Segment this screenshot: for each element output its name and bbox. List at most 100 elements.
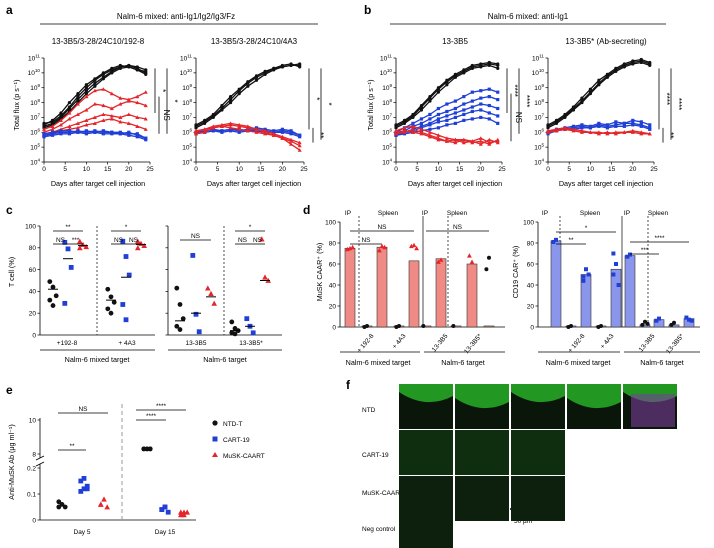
b-left-black-point	[411, 115, 415, 120]
b-left-blue-point	[470, 99, 474, 103]
b-left-blue-point	[436, 120, 440, 124]
b-right-black-point	[639, 57, 643, 62]
d-right-point	[684, 315, 689, 320]
b-left-blue-point	[428, 112, 432, 117]
a-right-blue-point	[298, 133, 302, 137]
d-right-point	[611, 251, 616, 256]
panel-e-blue-point	[81, 486, 87, 492]
a-left-blue-point	[42, 135, 46, 139]
b-right-black-point	[648, 60, 652, 65]
c-left-black-point	[50, 303, 56, 308]
b-left-black-point	[428, 99, 432, 103]
a-right-ytick-label: 107	[182, 113, 192, 122]
a-left-black-point	[84, 89, 88, 93]
b-right-blue-point	[614, 120, 618, 124]
d-right-ytick-label: 20	[527, 303, 535, 310]
b-right-black-point	[605, 75, 609, 79]
b-right-red-point	[639, 131, 644, 136]
d-left-point	[484, 267, 489, 272]
b-right-red-point	[596, 131, 601, 136]
a-left-black-point	[118, 63, 122, 68]
b-left-black-point	[479, 65, 483, 69]
a-right-red-point	[280, 136, 285, 140]
b-right-xtick-label: 20	[629, 166, 637, 173]
c-right-red-point	[208, 290, 214, 296]
a-left-red-point	[101, 118, 106, 122]
b-left-sig-label: NS	[514, 112, 523, 123]
b-left-red-point	[461, 140, 466, 145]
d-left-bar	[483, 325, 495, 328]
b-left-blue-point	[496, 114, 500, 118]
a-right-ytick-label: 109	[182, 83, 192, 92]
a-left-ytick-label: 1010	[28, 68, 41, 77]
a-left-black-point	[93, 77, 97, 81]
a-left-black-point	[76, 92, 80, 96]
b-left-blue-point	[436, 106, 440, 111]
panel-letter-c: c	[6, 203, 13, 217]
a-right-black-point	[194, 124, 198, 128]
a-left-red-point	[58, 122, 63, 127]
dim-stain-region	[399, 518, 453, 548]
d-left-ytick-label: 60	[329, 261, 337, 268]
panel-d-left-sig-label: NS	[377, 224, 387, 231]
a-left-red-point	[143, 127, 148, 131]
a-left-xtick-label: 15	[104, 166, 112, 173]
a-left-black-point	[76, 98, 80, 102]
b-right-black-line	[547, 58, 651, 126]
a-right-black-point	[246, 81, 250, 85]
b-left-red-point	[436, 137, 441, 142]
b-left-blue-point	[470, 117, 474, 121]
a-right-sig-label: **	[316, 132, 325, 138]
a-left-blue-point	[84, 132, 88, 136]
d-right-point	[687, 317, 691, 322]
a-right-black-point	[228, 95, 233, 99]
panel-e-blue-point	[84, 486, 90, 492]
b-left-blue-point	[436, 117, 440, 121]
c-right-red-point	[211, 300, 217, 306]
b-left-red-point	[410, 130, 415, 134]
d-right-point	[551, 239, 556, 244]
a-left-red-point	[109, 113, 114, 118]
b-left-red-point	[444, 136, 449, 140]
a-left-red-point	[92, 115, 97, 120]
b-left-ytick-label: 104	[382, 157, 392, 166]
d-left-ytick-label: 0	[332, 324, 336, 331]
a-left-red-point	[50, 127, 55, 131]
a-left-red-point	[101, 87, 106, 91]
d-left-point	[397, 323, 401, 328]
b-left-xtick-label: 5	[415, 166, 419, 173]
b-left-black-line	[395, 64, 499, 129]
d-right-ytick-label: 40	[527, 282, 535, 289]
c-right-black-point	[229, 319, 235, 325]
b-right-red-point	[588, 130, 593, 134]
b-right-xtick-label: 25	[650, 166, 658, 173]
panel-e-black-point	[59, 502, 65, 507]
d-left-xtick-label: + 192-8	[356, 332, 376, 354]
d-left-point	[377, 247, 382, 253]
a-left-red-point	[67, 124, 72, 128]
b-left-black-point	[470, 63, 474, 68]
a-left-sig-label: NS	[162, 110, 171, 121]
panel-c-sig-label: **	[65, 224, 71, 231]
a-left-blue-point	[67, 129, 72, 133]
d-left-xtick-label: + 4A3	[391, 332, 408, 350]
a-right-black-point	[298, 62, 302, 66]
a-left-black-point	[110, 66, 114, 70]
b-left-blue-point	[487, 117, 491, 121]
b-right-black-point	[554, 121, 559, 125]
a-right-black-line	[195, 63, 300, 126]
a-left-red-point	[101, 112, 106, 117]
c-left-blue-point	[62, 239, 68, 245]
c-right-black-point	[174, 323, 180, 329]
a-left-black-point	[135, 65, 139, 69]
b-left-sig-label: ****	[522, 95, 531, 107]
c-right-red-point	[205, 285, 211, 291]
b-right-black-point	[622, 65, 626, 69]
b-left-blue-point	[428, 123, 432, 127]
a-right-red-point	[289, 139, 294, 143]
a-right-xtick-label: 10	[236, 166, 244, 173]
b-right-black-point	[588, 92, 593, 96]
b-left-blue-point	[436, 126, 440, 130]
d-right-point	[581, 274, 586, 279]
b-left-xtick-label: 15	[456, 166, 464, 173]
